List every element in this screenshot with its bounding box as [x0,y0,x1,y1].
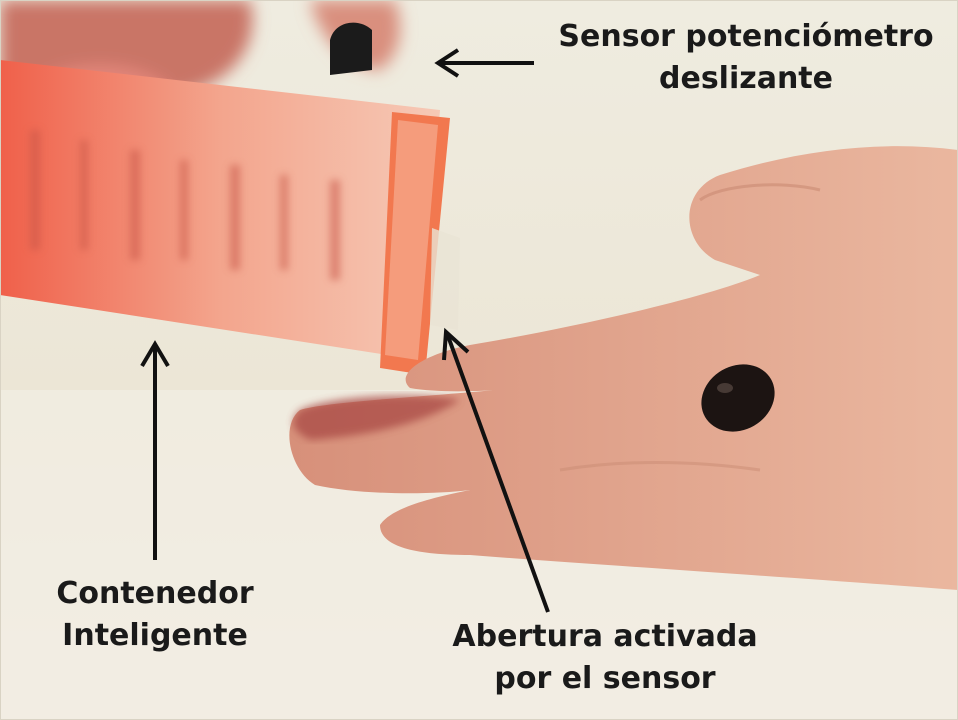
opening-label: Abertura activada por el sensor [445,616,765,700]
container-label-line2: Inteligente [62,618,248,653]
arrow-to-opening [442,327,550,613]
receiving-hand [289,146,958,590]
opening-label-line2: por el sensor [494,661,716,696]
slider-sensor [330,22,372,76]
arrow-to-sensor [434,48,534,78]
container-label: Contenedor Inteligente [30,573,280,657]
sensor-label-line2: deslizante [659,61,833,96]
container-label-line1: Contenedor [56,576,254,611]
arrow-to-container [140,340,170,560]
opening-label-line1: Abertura activada [452,619,758,654]
smart-container [0,60,460,375]
sensor-label-line1: Sensor potenciómetro [558,19,934,54]
sensor-label: Sensor potenciómetro deslizante [548,16,944,100]
